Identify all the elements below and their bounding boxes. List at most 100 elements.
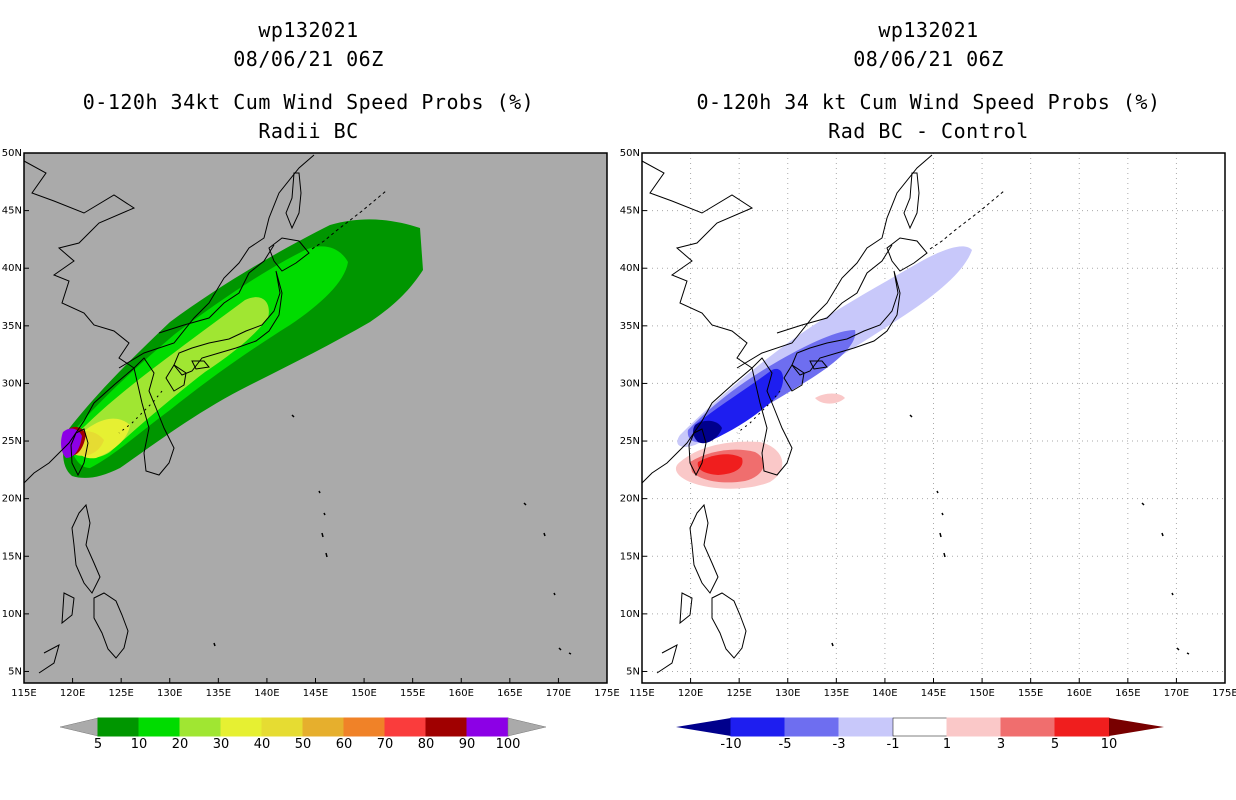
right-colorbar-segment <box>1000 717 1056 737</box>
left-colorbar-segment <box>466 717 509 737</box>
left-xtick-label: 135E <box>206 688 231 699</box>
right-colorbar-label: -1 <box>887 737 900 752</box>
left-colorbar-segment <box>97 717 140 737</box>
left-xtick-label: 155E <box>400 688 425 699</box>
left-xtick-label: 130E <box>157 688 182 699</box>
left-date: 08/06/21 06Z <box>233 47 384 71</box>
right-axis-ticks: 115E 120E 125E 130E 135E 140E 145E 150E 155E 160E… <box>620 148 1236 699</box>
left-colorbar-segment <box>384 717 427 737</box>
left-contour-20 <box>75 297 269 458</box>
right-ytick-label: 10N <box>620 609 640 620</box>
left-colorbar-label: 80 <box>418 737 435 752</box>
right-xtick-label: 145E <box>921 688 946 699</box>
left-colorbar-label: 40 <box>254 737 271 752</box>
left-colorbar-label: 5 <box>94 737 102 752</box>
left-ytick-label: 10N <box>2 609 22 620</box>
right-xtick-label: 150E <box>969 688 994 699</box>
right-map: 115E 120E 125E 130E 135E 140E 145E 150E 155E 160E… <box>620 148 1236 699</box>
right-ytick-label: 5N <box>626 666 640 677</box>
left-colorbar-under <box>59 717 99 737</box>
right-colorbar: -10 -5 -3 -1 1 3 5 10 <box>676 717 1164 752</box>
right-xtick-label: 115E <box>629 688 654 699</box>
left-colorbar-label: 70 <box>377 737 394 752</box>
left-xtick-label: 115E <box>11 688 36 699</box>
left-colorbar-label: 60 <box>336 737 353 752</box>
right-xtick-label: 125E <box>726 688 751 699</box>
left-colorbar-over <box>507 717 547 737</box>
left-ytick-label: 5N <box>8 666 22 677</box>
right-colorbar-segment <box>784 717 840 737</box>
right-colorbar-segment <box>1054 717 1110 737</box>
right-colorbar-under <box>676 718 731 736</box>
right-colorbar-label: 3 <box>997 737 1005 752</box>
left-xtick-label: 125E <box>108 688 133 699</box>
right-xtick-label: 170E <box>1164 688 1189 699</box>
right-ytick-label: 40N <box>620 263 640 274</box>
right-gridlines <box>642 153 1225 683</box>
right-xtick-label: 130E <box>775 688 800 699</box>
left-colorbar: 5 10 20 30 40 50 60 70 80 90 100 <box>59 717 547 752</box>
right-xtick-label: 120E <box>678 688 703 699</box>
right-colorbar-over <box>1109 718 1164 736</box>
left-probability-field <box>61 219 424 478</box>
right-xtick-label: 155E <box>1018 688 1043 699</box>
left-colorbar-segment <box>302 717 345 737</box>
left-colorbar-segment <box>138 717 181 737</box>
left-xtick-label: 160E <box>449 688 474 699</box>
left-map: 115E 120E 125E 130E 135E 140E 145E 150E 155E 160E… <box>2 148 620 699</box>
right-ytick-label: 25N <box>620 436 640 447</box>
left-product-title: 0-120h 34kt Cum Wind Speed Probs (%) <box>82 90 535 114</box>
right-ytick-label: 30N <box>620 378 640 389</box>
left-colorbar-label: 90 <box>459 737 476 752</box>
left-xtick-label: 120E <box>60 688 85 699</box>
left-xtick-label: 140E <box>254 688 279 699</box>
right-colorbar-label: -5 <box>779 737 792 752</box>
right-xtick-label: 160E <box>1067 688 1092 699</box>
right-storm-id: wp132021 <box>878 18 979 42</box>
left-colorbar-label: 100 <box>496 737 521 752</box>
left-axis-ticks: 115E 120E 125E 130E 135E 140E 145E 150E 155E 160E… <box>2 148 620 699</box>
right-ytick-label: 20N <box>620 494 640 505</box>
left-subtitle: Radii BC <box>258 119 359 143</box>
right-xtick-label: 175E <box>1212 688 1236 699</box>
left-storm-id: wp132021 <box>258 18 359 42</box>
right-ytick-label: 15N <box>620 551 640 562</box>
right-difference-field <box>675 246 972 489</box>
left-ytick-label: 25N <box>2 436 22 447</box>
left-xtick-label: 165E <box>497 688 522 699</box>
right-ytick-label: 50N <box>620 148 640 159</box>
left-colorbar-segment <box>179 717 222 737</box>
right-contour-pos1-patch <box>815 393 845 404</box>
right-panel-title: wp132021 08/06/21 06Z 0-120h 34 kt Cum W… <box>630 16 1227 146</box>
left-ytick-label: 50N <box>2 148 22 159</box>
right-contour-neg10 <box>693 420 722 444</box>
right-colorbar-segment <box>838 717 894 737</box>
left-xtick-label: 145E <box>303 688 328 699</box>
left-xtick-label: 175E <box>594 688 619 699</box>
left-ytick-label: 35N <box>2 321 22 332</box>
left-xtick-label: 170E <box>546 688 571 699</box>
right-xtick-label: 140E <box>872 688 897 699</box>
left-ytick-label: 20N <box>2 494 22 505</box>
left-ytick-label: 15N <box>2 551 22 562</box>
right-colorbar-label: 1 <box>943 737 951 752</box>
right-contour-pos5 <box>697 454 743 475</box>
left-colorbar-label: 50 <box>295 737 312 752</box>
left-ytick-label: 45N <box>2 206 22 217</box>
left-colorbar-label: 20 <box>172 737 189 752</box>
right-colorbar-segment <box>730 717 786 737</box>
right-product-title: 0-120h 34 kt Cum Wind Speed Probs (%) <box>696 90 1161 114</box>
right-date: 08/06/21 06Z <box>853 47 1004 71</box>
left-colorbar-segment <box>220 717 263 737</box>
left-colorbar-label: 30 <box>213 737 230 752</box>
left-colorbar-segment <box>343 717 386 737</box>
left-colorbar-label: 10 <box>131 737 148 752</box>
left-colorbar-segment <box>425 717 468 737</box>
right-xtick-label: 165E <box>1115 688 1140 699</box>
left-panel-title: wp132021 08/06/21 06Z 0-120h 34kt Cum Wi… <box>10 16 607 146</box>
right-colorbar-segment <box>946 717 1002 737</box>
right-ytick-label: 35N <box>620 321 640 332</box>
right-xtick-label: 135E <box>824 688 849 699</box>
right-colorbar-label: -10 <box>720 737 741 752</box>
